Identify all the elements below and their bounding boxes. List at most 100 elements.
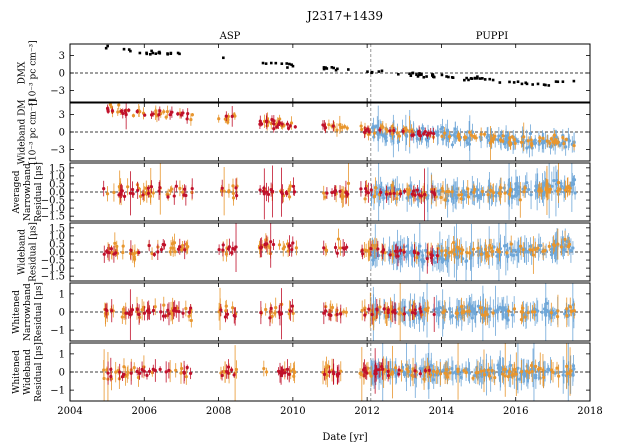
point (145, 51, 148, 55)
point (402, 250, 406, 254)
point (106, 109, 110, 113)
point (334, 68, 338, 72)
data-points (103, 283, 576, 341)
x-tick-label: 2004 (57, 406, 82, 417)
point (501, 372, 505, 376)
point (123, 109, 127, 113)
point (280, 62, 284, 65)
point (168, 113, 172, 117)
series-nb (105, 163, 572, 218)
point (516, 139, 520, 144)
point (176, 247, 181, 251)
point (390, 372, 394, 376)
point (285, 192, 289, 196)
point (269, 61, 273, 65)
point (447, 75, 450, 79)
point (416, 251, 420, 256)
point (102, 252, 106, 256)
point (556, 140, 560, 144)
point (278, 121, 282, 125)
point (496, 138, 500, 142)
point (476, 75, 479, 78)
point (370, 243, 375, 248)
point (322, 311, 326, 315)
point (133, 251, 137, 255)
point (450, 190, 454, 194)
point (270, 118, 274, 122)
point (423, 369, 428, 373)
point (490, 249, 495, 254)
point (418, 367, 422, 371)
y-tick-label: 0 (59, 368, 65, 379)
point (391, 253, 395, 257)
point (567, 242, 572, 246)
point (190, 186, 194, 191)
point (527, 371, 531, 375)
point (362, 374, 366, 378)
point (105, 106, 110, 110)
point (440, 249, 444, 253)
point (140, 367, 144, 372)
point (510, 196, 514, 200)
point (467, 309, 471, 313)
point (466, 187, 470, 191)
point (491, 78, 495, 82)
point (294, 246, 298, 250)
point (114, 370, 118, 374)
point (488, 77, 492, 81)
point (360, 308, 364, 313)
point (129, 49, 132, 53)
point (222, 56, 225, 60)
point (177, 309, 181, 314)
point (482, 193, 486, 197)
point (465, 250, 469, 255)
point (263, 243, 267, 247)
point (234, 245, 238, 249)
x-axis-label: Date [yr] (322, 432, 367, 443)
region-label-asp: ASP (219, 31, 241, 42)
point (287, 189, 291, 193)
point (406, 369, 410, 374)
point (441, 137, 445, 141)
point (261, 61, 265, 65)
point (182, 187, 187, 191)
point (502, 367, 507, 372)
point (221, 248, 225, 252)
point (486, 193, 490, 197)
panel-wbdm: 3 0 −3 Wideband DM [10⁻³ pc cm⁻³] (18, 99, 591, 165)
y-tick-label: 3 (59, 110, 65, 121)
point (105, 192, 110, 196)
point (493, 309, 498, 313)
panel-whwb: 1 0 −1 Whitened Wideband Residual [μs] (12, 342, 591, 402)
point (137, 312, 141, 317)
point (371, 124, 376, 129)
point (563, 312, 567, 316)
point (330, 305, 335, 310)
point (147, 369, 152, 373)
y-tick-label: −1 (50, 326, 65, 337)
point (408, 72, 411, 75)
y-axis-label-line: Narrowband (23, 163, 33, 221)
point (411, 71, 415, 75)
point (157, 113, 161, 117)
point (344, 310, 348, 314)
point (385, 364, 389, 369)
y-tick-label: 0 (59, 308, 65, 319)
point (184, 306, 188, 311)
point (510, 135, 514, 139)
y-axis-label-line: Residual [μs] (34, 162, 44, 222)
point (463, 78, 466, 82)
point (390, 124, 394, 129)
point (518, 377, 522, 381)
point (417, 193, 421, 197)
point (262, 186, 266, 190)
point (372, 194, 377, 199)
point (235, 194, 239, 198)
y-tick-label: 1.0 (49, 171, 65, 182)
y-axis-label-line: Averaged (12, 170, 22, 214)
point (470, 130, 475, 134)
point (425, 257, 429, 261)
point (277, 310, 281, 314)
point (367, 252, 372, 256)
